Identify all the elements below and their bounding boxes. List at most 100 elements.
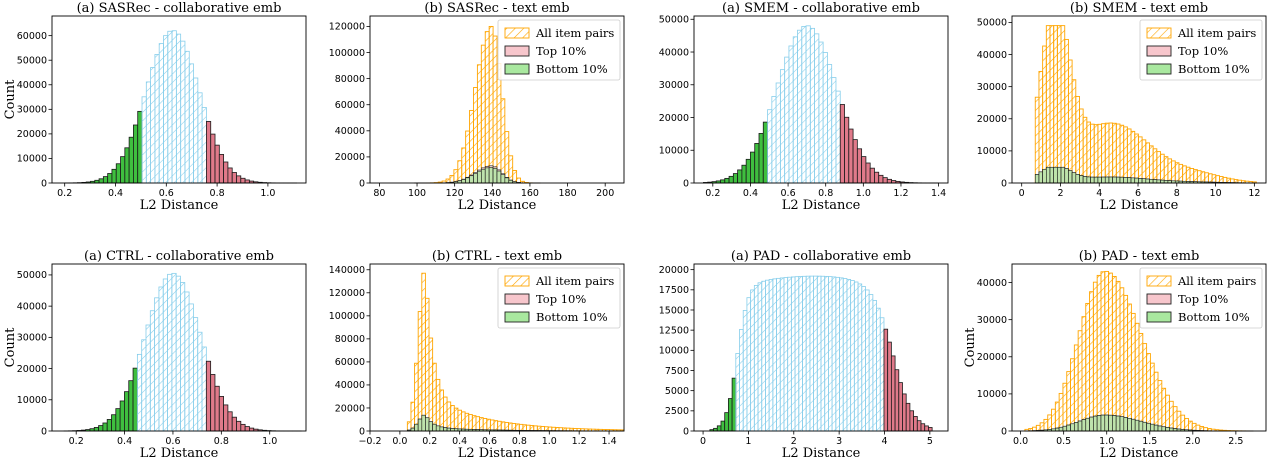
x-tick-label: 1.2	[893, 188, 908, 199]
bar-top-10	[215, 386, 219, 431]
bar-bottom-10	[759, 133, 763, 183]
bar-all-pairs	[1068, 60, 1072, 183]
bar-all-pairs	[1131, 131, 1135, 183]
bar-bottom-10	[1098, 177, 1102, 183]
bar-all-pairs	[806, 26, 810, 183]
bar-all-pairs	[1153, 149, 1157, 183]
bar-top-10	[917, 421, 921, 431]
bar-all-pairs	[198, 93, 202, 183]
bar-all-pairs	[1128, 304, 1132, 431]
bar-all-pairs	[480, 418, 484, 431]
bar-all-pairs	[1091, 124, 1095, 183]
bar-group	[703, 26, 938, 183]
y-tick-label: 40000	[17, 80, 47, 91]
bar-all-pairs	[1162, 388, 1166, 431]
bar-all-pairs	[159, 287, 163, 431]
bar-all-pairs	[762, 281, 766, 431]
bar-top-10	[888, 342, 892, 431]
bar-all-pairs	[832, 277, 836, 431]
y-tick-label: 80000	[335, 74, 365, 85]
bar-bottom-10	[1078, 421, 1082, 431]
y-tick-label: 50000	[17, 56, 47, 67]
bar-all-pairs	[736, 353, 740, 431]
bar-bottom-10	[466, 178, 470, 183]
bar-all-pairs	[784, 278, 788, 431]
bar-all-pairs	[773, 279, 777, 431]
bar-all-pairs	[1094, 125, 1098, 183]
bar-bottom-10	[1131, 178, 1135, 183]
y-tick-label: 30000	[17, 105, 47, 116]
bar-bottom-10	[485, 168, 489, 183]
x-tick-label: 0.5	[1056, 436, 1071, 447]
y-tick-label: 0	[359, 178, 365, 189]
bar-all-pairs	[1102, 124, 1106, 183]
bar-all-pairs	[799, 276, 803, 431]
bar-top-10	[211, 134, 215, 183]
bar-all-pairs	[1175, 163, 1179, 183]
bar-all-pairs	[512, 423, 516, 431]
legend-label: Top 10%	[536, 292, 586, 306]
bar-all-pairs	[821, 276, 825, 431]
y-tick-label: 60000	[17, 31, 47, 42]
bar-bottom-10	[103, 177, 107, 183]
x-axis-label: L2 Distance	[458, 198, 537, 213]
bar-all-pairs	[497, 63, 501, 183]
bar-bottom-10	[505, 178, 509, 183]
bar-all-pairs	[836, 91, 840, 183]
y-tick-label: 0	[683, 426, 689, 437]
bar-bottom-10	[1162, 427, 1166, 431]
bar-all-pairs	[1219, 177, 1223, 183]
y-axis-label: Count	[3, 79, 18, 120]
bar-all-pairs	[189, 64, 193, 183]
bar-bottom-10	[1068, 171, 1072, 183]
bar-bottom-10	[1154, 425, 1158, 431]
bar-bottom-10	[1109, 415, 1113, 431]
bar-all-pairs	[1098, 124, 1102, 183]
x-axis-label: L2 Distance	[1100, 198, 1179, 213]
bar-all-pairs	[159, 44, 163, 183]
bar-all-pairs	[1124, 127, 1128, 183]
bar-all-pairs	[411, 402, 415, 431]
bar-all-pairs	[1192, 423, 1196, 431]
bar-all-pairs	[470, 110, 474, 183]
bar-all-pairs	[422, 273, 426, 431]
x-tick-label: 1.0	[542, 436, 557, 447]
bar-all-pairs	[780, 70, 784, 183]
bar-bottom-10	[1072, 173, 1076, 183]
bar-all-pairs	[407, 422, 411, 431]
bar-all-pairs	[806, 276, 810, 431]
y-tick-label: 2500	[665, 406, 689, 417]
bar-bottom-10	[121, 157, 125, 183]
bar-all-pairs	[163, 36, 167, 183]
bar-bottom-10	[1139, 421, 1143, 431]
bar-all-pairs	[476, 417, 480, 431]
x-tick-label: 0.4	[117, 436, 132, 447]
bar-top-10	[891, 356, 895, 431]
bar-bottom-10	[473, 173, 477, 183]
bar-all-pairs	[865, 290, 869, 431]
legend-label: All item pairs	[1177, 26, 1256, 40]
bar-bottom-10	[138, 111, 142, 183]
y-tick-label: 40000	[335, 380, 365, 391]
bar-all-pairs	[743, 310, 747, 431]
bar-all-pairs	[772, 97, 776, 183]
bar-top-10	[219, 396, 223, 431]
bar-all-pairs	[163, 279, 167, 431]
bar-bottom-10	[717, 426, 721, 431]
bar-all-pairs	[1181, 415, 1185, 431]
bar-all-pairs	[1216, 176, 1220, 183]
bar-all-pairs	[793, 37, 797, 183]
legend-swatch-top-10	[505, 46, 529, 56]
bar-bottom-10	[1128, 418, 1132, 431]
bar-all-pairs	[1074, 345, 1078, 431]
y-tick-label: 10000	[17, 154, 47, 165]
bar-bottom-10	[1112, 416, 1116, 431]
bar-all-pairs	[758, 283, 762, 431]
bar-all-pairs	[436, 379, 440, 431]
bar-all-pairs	[1208, 174, 1212, 183]
bar-all-pairs	[768, 110, 772, 183]
y-tick-label: 15000	[659, 305, 689, 316]
bar-all-pairs	[137, 354, 141, 431]
legend-label: Bottom 10%	[1178, 62, 1250, 76]
x-tick-label: 0.0	[392, 436, 407, 447]
